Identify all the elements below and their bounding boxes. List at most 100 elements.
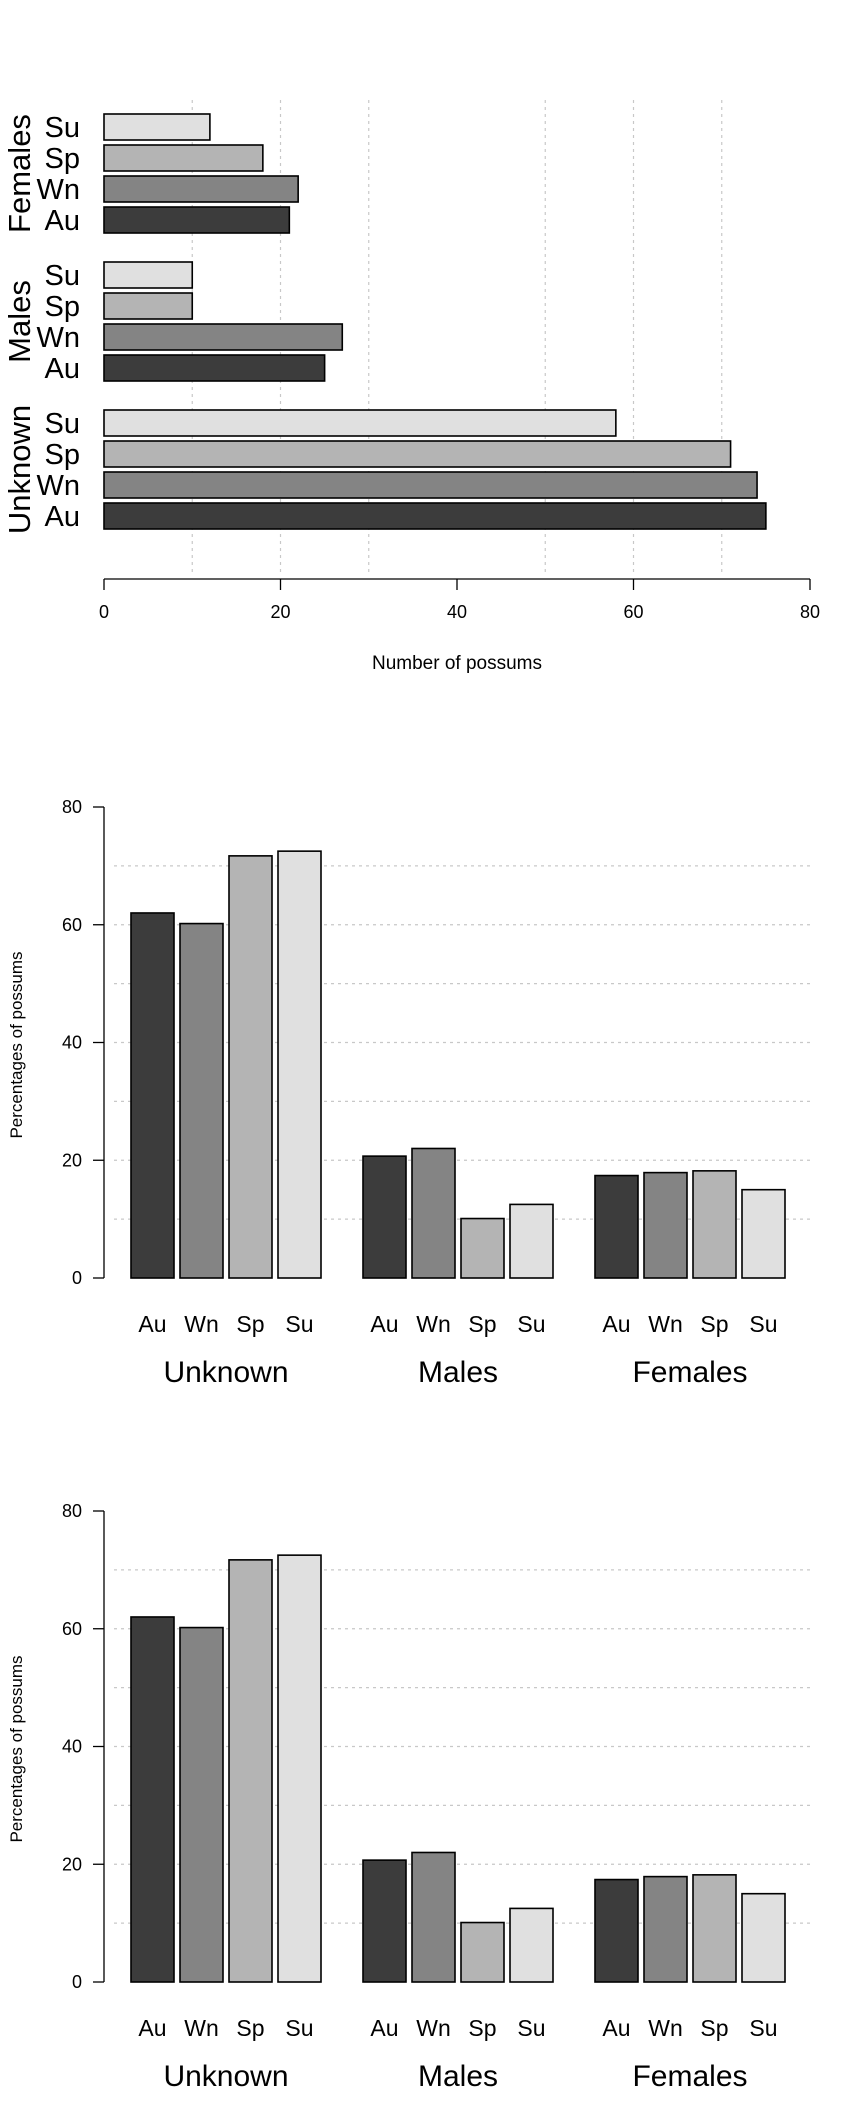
category-label: Au xyxy=(138,1311,166,1337)
group-label: Females xyxy=(2,114,37,233)
y-tick-label: 80 xyxy=(62,797,82,817)
bar-females-su xyxy=(741,1188,786,1279)
y-tick-label: 60 xyxy=(62,915,82,935)
bar-males-su xyxy=(509,1203,554,1279)
vertical-bar-chart-1: 0 20 40 60 80 Au Wn Sp Su Unknown Au Wn Sp Su Males Au… xyxy=(7,797,812,1389)
x-tick-label: 60 xyxy=(623,602,643,622)
bar-unknown-sp xyxy=(103,440,732,468)
category-label: Su xyxy=(749,2015,777,2041)
bar-males-wn xyxy=(411,1147,456,1279)
category-label: Wn xyxy=(416,2015,451,2041)
bar-males-au xyxy=(362,1859,407,1983)
y-axis-label: Percentages of possums xyxy=(7,1655,26,1842)
category-label: Su xyxy=(517,1311,545,1337)
category-label: Wn xyxy=(184,2015,219,2041)
bar-unknown-su xyxy=(103,409,617,437)
horizontal-bar-chart: 0 20 40 60 80 AuWnSpSuUnknownAuWnSpSuMalesAu… xyxy=(2,100,820,674)
category-label: Su xyxy=(45,408,80,440)
bar-females-wn xyxy=(103,175,299,203)
bar-males-sp xyxy=(103,292,194,320)
group-label: Females xyxy=(632,2060,747,2093)
bar-females-sp xyxy=(103,144,264,172)
bar-males-au xyxy=(362,1155,407,1279)
bars-group xyxy=(130,1554,786,1983)
bar-females-su xyxy=(103,113,211,141)
category-label: Au xyxy=(45,501,80,533)
x-tick-label: 80 xyxy=(800,602,820,622)
group-label: Females xyxy=(632,1356,747,1389)
category-label: Au xyxy=(602,1311,630,1337)
bar-males-sp xyxy=(460,1921,505,1983)
bar-unknown-au xyxy=(130,1616,175,1983)
y-axis: 0 20 40 60 80 xyxy=(62,1501,105,1992)
bar-unknown-au xyxy=(103,502,767,530)
y-tick-label: 60 xyxy=(62,1619,82,1639)
category-label: Sp xyxy=(45,143,80,175)
category-label: Sp xyxy=(700,1311,728,1337)
category-label: Su xyxy=(285,2015,313,2041)
category-label: Su xyxy=(749,1311,777,1337)
category-label: Sp xyxy=(236,1311,264,1337)
bar-males-au xyxy=(103,354,326,382)
bar-females-wn xyxy=(643,1171,688,1279)
bars-group xyxy=(130,850,786,1279)
bar-males-sp xyxy=(460,1217,505,1279)
bar-females-au xyxy=(103,206,291,234)
category-label: Su xyxy=(517,2015,545,2041)
group-label: Males xyxy=(2,280,37,363)
category-labels: AuWnSpSuUnknownAuWnSpSuMalesAuWnSpSuFema… xyxy=(2,112,80,534)
x-tick-label: 20 xyxy=(270,602,290,622)
y-tick-label: 20 xyxy=(62,1150,82,1170)
category-label: Wn xyxy=(184,1311,219,1337)
bar-females-au xyxy=(594,1878,639,1983)
bar-females-sp xyxy=(692,1874,737,1983)
bar-unknown-au xyxy=(130,912,175,1279)
group-label: Males xyxy=(418,1356,498,1389)
bar-males-su xyxy=(103,261,194,289)
bar-unknown-wn xyxy=(179,922,224,1279)
y-axis-label: Percentages of possums xyxy=(7,951,26,1138)
group-label: Unknown xyxy=(2,405,37,534)
group-label: Males xyxy=(418,2060,498,2093)
category-label: Au xyxy=(370,1311,398,1337)
category-label: Wn xyxy=(37,174,81,206)
category-label: Wn xyxy=(648,2015,683,2041)
x-tick-label: 40 xyxy=(447,602,467,622)
bar-unknown-sp xyxy=(228,1559,273,1983)
bar-unknown-wn xyxy=(179,1626,224,1983)
category-label: Au xyxy=(45,353,80,385)
category-label: Sp xyxy=(236,2015,264,2041)
vertical-bar-chart-2: 0 20 40 60 80 Au Wn Sp Su Unknown Au Wn Sp Su Males Au… xyxy=(7,1501,812,2093)
category-label: Wn xyxy=(37,470,81,502)
category-label: Su xyxy=(45,112,80,144)
bar-unknown-su xyxy=(277,1554,322,1983)
category-label: Au xyxy=(602,2015,630,2041)
bar-females-sp xyxy=(692,1170,737,1279)
x-axis-label: Number of possums xyxy=(372,653,542,674)
y-tick-label: 40 xyxy=(62,1033,82,1053)
bar-females-wn xyxy=(643,1875,688,1983)
category-label: Su xyxy=(285,1311,313,1337)
category-label: Sp xyxy=(45,439,80,471)
category-label: Au xyxy=(45,205,80,237)
category-label: Su xyxy=(45,260,80,292)
bars-group xyxy=(103,113,767,530)
category-label: Wn xyxy=(416,1311,451,1337)
bar-males-su xyxy=(509,1907,554,1983)
bar-females-su xyxy=(741,1892,786,1983)
y-axis: 0 20 40 60 80 xyxy=(62,797,105,1288)
category-label: Sp xyxy=(468,2015,496,2041)
bar-unknown-wn xyxy=(103,471,758,499)
category-label: Wn xyxy=(648,1311,683,1337)
category-label: Au xyxy=(370,2015,398,2041)
x-axis: 0 20 40 60 80 xyxy=(99,578,820,622)
y-tick-label: 0 xyxy=(72,1972,82,1992)
category-label: Sp xyxy=(45,291,80,323)
y-tick-label: 0 xyxy=(72,1268,82,1288)
y-tick-label: 80 xyxy=(62,1501,82,1521)
category-label: Sp xyxy=(468,1311,496,1337)
bar-males-wn xyxy=(103,323,344,351)
x-tick-label: 0 xyxy=(99,602,109,622)
